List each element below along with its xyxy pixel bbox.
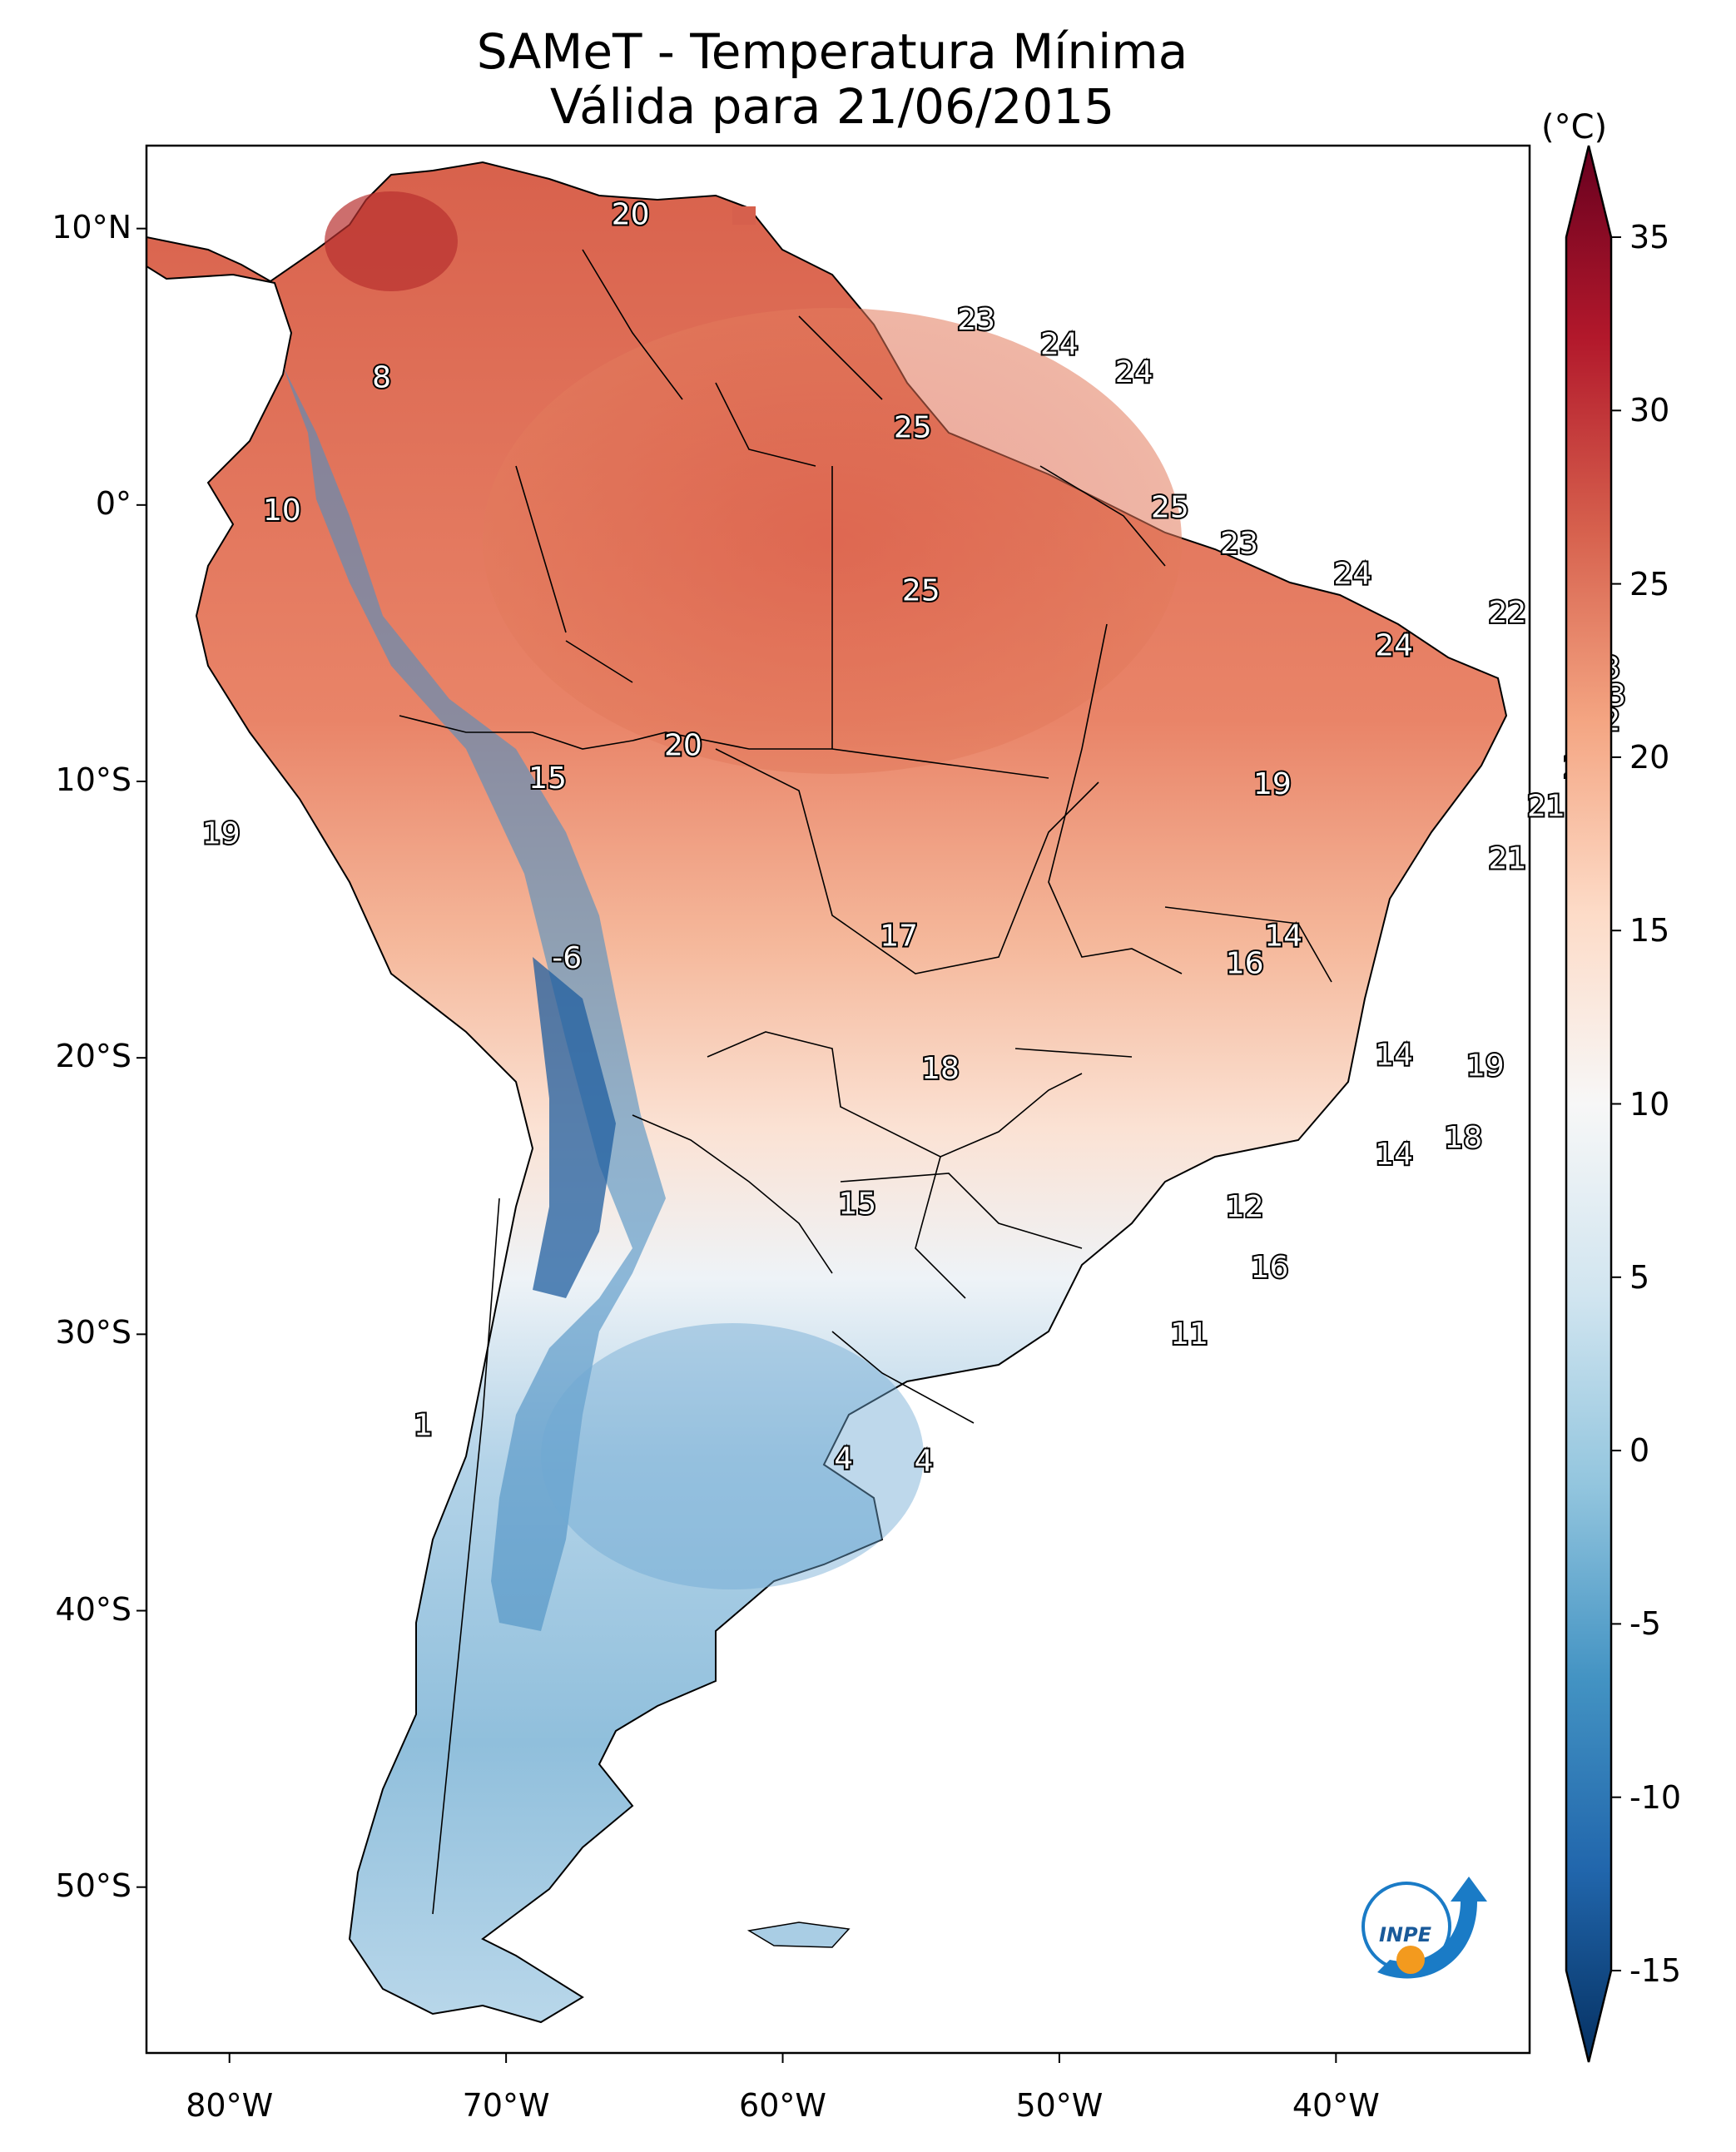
station-value-label: 23 <box>1220 527 1258 561</box>
lon-tick-label: 80°W <box>186 2087 274 2124</box>
station-value-label: 16 <box>1226 947 1264 981</box>
country-borders <box>399 249 1332 1915</box>
lat-tick-label: 10°S <box>55 761 131 798</box>
station-value-label: 23 <box>957 303 995 337</box>
lat-tick-label: 50°S <box>55 1867 131 1904</box>
colorbar-unit-label: (°C) <box>1541 108 1608 146</box>
colorbar <box>1565 145 1621 2063</box>
station-value-label: 17 <box>880 920 918 954</box>
lat-tick-label: 40°S <box>55 1590 131 1628</box>
station-value-label: 15 <box>838 1188 876 1222</box>
station-value-label: 10 <box>263 493 301 528</box>
andes-cold-band <box>283 366 666 1631</box>
chart-subtitle: Válida para 21/06/2015 <box>549 78 1115 135</box>
colorbar-tick-label: 30 <box>1629 392 1670 429</box>
lat-tick-label: 10°N <box>52 208 131 245</box>
colorbar-body <box>1565 145 1613 2063</box>
colorbar-tick-label: -15 <box>1629 1952 1682 1989</box>
lon-tick-label: 70°W <box>462 2087 550 2124</box>
lon-tick-label: 40°W <box>1292 2087 1380 2124</box>
lat-tick-label: 0° <box>95 484 131 522</box>
colorbar-tick-label: -5 <box>1629 1605 1661 1643</box>
venezuela-warm-region <box>325 191 458 291</box>
logo-arrow <box>1377 1877 1487 1979</box>
station-value-label: 11 <box>1170 1317 1208 1351</box>
chart-title: SAMeT - Temperatura Mínima <box>476 23 1188 80</box>
station-value-label: 8 <box>372 361 391 395</box>
station-value-label: 14 <box>1264 920 1302 954</box>
map-frame <box>145 144 1531 2055</box>
station-value-label: 21 <box>1489 842 1527 876</box>
station-value-label: 15 <box>528 761 567 796</box>
station-value-label: 25 <box>1151 491 1189 525</box>
station-value-label: 4 <box>834 1441 853 1475</box>
station-value-label: 4 <box>915 1445 934 1479</box>
station-value-label: 18 <box>1444 1121 1482 1155</box>
lon-tick-label: 60°W <box>739 2087 826 2124</box>
station-value-label: 24 <box>1333 557 1371 591</box>
station-value-label: 19 <box>1466 1049 1505 1083</box>
station-value-label: 12 <box>1226 1190 1264 1224</box>
station-value-label: 16 <box>1251 1251 1289 1285</box>
colorbar-tick-label: 10 <box>1629 1085 1670 1123</box>
station-value-label: 19 <box>1253 767 1292 801</box>
lat-tick-label: 30°S <box>55 1314 131 1351</box>
station-value-label: 25 <box>902 573 940 607</box>
station-value-label: 19 <box>202 817 241 851</box>
inpe-logo: INPE <box>1362 1877 1487 1979</box>
station-value-label: 24 <box>1040 328 1079 362</box>
station-value-label: 18 <box>921 1052 960 1086</box>
station-value-label: 21 <box>1527 789 1565 823</box>
lat-tick-marks <box>136 227 146 1888</box>
lon-tick-marks <box>228 2053 1337 2063</box>
station-value-label: 22 <box>1489 596 1527 630</box>
station-value-label: 14 <box>1375 1138 1413 1172</box>
south-america-landmass <box>146 161 1508 2024</box>
lat-tick-label: 20°S <box>55 1038 131 1075</box>
colorbar-tick-label: 35 <box>1629 219 1670 255</box>
station-value-label: 20 <box>664 728 702 762</box>
colorbar-tick-label: 15 <box>1629 912 1670 950</box>
station-value-label: 20 <box>612 198 650 232</box>
station-value-label: 24 <box>1375 629 1413 663</box>
falklands-islands <box>746 1921 851 1948</box>
island-caribbean <box>732 206 756 225</box>
map-area <box>146 161 1508 2024</box>
station-value-label: 1 <box>414 1408 433 1442</box>
colorbar-ticks <box>1611 236 1621 1971</box>
colorbar-tick-label: 5 <box>1629 1258 1650 1296</box>
station-value-label: 14 <box>1375 1038 1413 1072</box>
colorbar-tick-label: 25 <box>1629 565 1670 602</box>
patagonia-cool-region <box>541 1323 924 1589</box>
lon-tick-label: 50°W <box>1015 2087 1104 2124</box>
colorbar-tick-label: 0 <box>1629 1432 1650 1470</box>
altiplano-cold-core <box>533 957 616 1298</box>
colorbar-tick-label: 20 <box>1629 738 1670 776</box>
station-value-label: 25 <box>894 410 932 444</box>
station-value-label: 24 <box>1115 355 1153 389</box>
logo-dot <box>1396 1946 1425 1974</box>
station-value-label: -6 <box>552 941 582 975</box>
colorbar-tick-label: -10 <box>1629 1778 1682 1816</box>
logo-text: INPE <box>1379 1923 1432 1946</box>
